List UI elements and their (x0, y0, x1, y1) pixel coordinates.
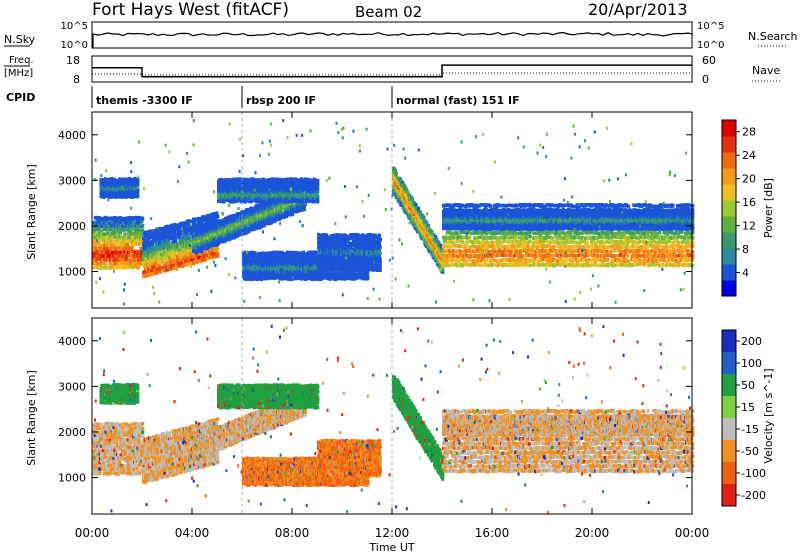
freq-panel: Freq. [MHz] 18 8 60 0 Nave (4, 54, 782, 86)
nsky-label: N.Sky (4, 33, 36, 46)
cpid-segment-label: normal (fast) 151 IF (396, 94, 520, 107)
freq-tick-bottom: 8 (73, 73, 80, 86)
freq-label: Freq. (9, 55, 34, 66)
cpid-label: CPID (6, 91, 35, 104)
nsky-trace (92, 33, 693, 49)
echo-cell (316, 187, 319, 191)
nsearch-tick-top: 10^5 (697, 21, 724, 32)
station-title: Fort Hays West (fitACF) (92, 0, 289, 20)
echo-cell (136, 193, 139, 197)
echo-cell (141, 217, 144, 221)
nsearch-tick-bottom: 10^0 (697, 40, 724, 51)
echo-cell (216, 252, 219, 256)
echo-cell (158, 247, 161, 251)
echo-cell (316, 190, 319, 194)
nsky-tick-top: 10^5 (61, 21, 88, 32)
echo-cell (96, 250, 99, 254)
echo-cell (141, 224, 144, 228)
nave-label: Nave (752, 64, 780, 77)
nave-trace (92, 73, 692, 75)
cpid-row: CPID themis -3300 IF rbsp 200 IF normal (f… (6, 86, 520, 108)
cpid-segment-label: rbsp 200 IF (246, 94, 316, 107)
echo-cell (123, 232, 126, 236)
echo-cell (136, 189, 139, 193)
date-label: 20/Apr/2013 (588, 0, 688, 19)
echo-cell (303, 208, 306, 212)
freq-tick-top: 18 (66, 54, 80, 67)
echo-cell (174, 239, 177, 243)
nsky-panel: N.Sky 10^5 10^0 10^5 10^0 N.Search (4, 21, 798, 51)
nave-tick-bottom: 0 (702, 73, 709, 86)
echo-cell (136, 186, 139, 190)
freq-units: [MHz] (4, 68, 33, 79)
nsky-tick-bottom: 10^0 (61, 40, 88, 51)
radar-summary-plot: Fort Hays West (fitACF) Beam 02 20/Apr/2… (0, 0, 800, 554)
echo-cell (215, 211, 218, 215)
echo-cell (216, 247, 219, 251)
nave-tick-top: 60 (702, 54, 716, 67)
echo-cell (316, 194, 319, 198)
echo-cell (180, 232, 183, 236)
nsearch-label: N.Search (748, 30, 798, 43)
freq-frame (92, 56, 692, 82)
echo-cell (216, 215, 219, 219)
beam-label: Beam 02 (355, 3, 422, 21)
echo-cell (291, 212, 294, 216)
cpid-segment-label: themis -3300 IF (96, 94, 193, 107)
echo-cell (126, 243, 129, 247)
echo-cell (316, 179, 319, 183)
